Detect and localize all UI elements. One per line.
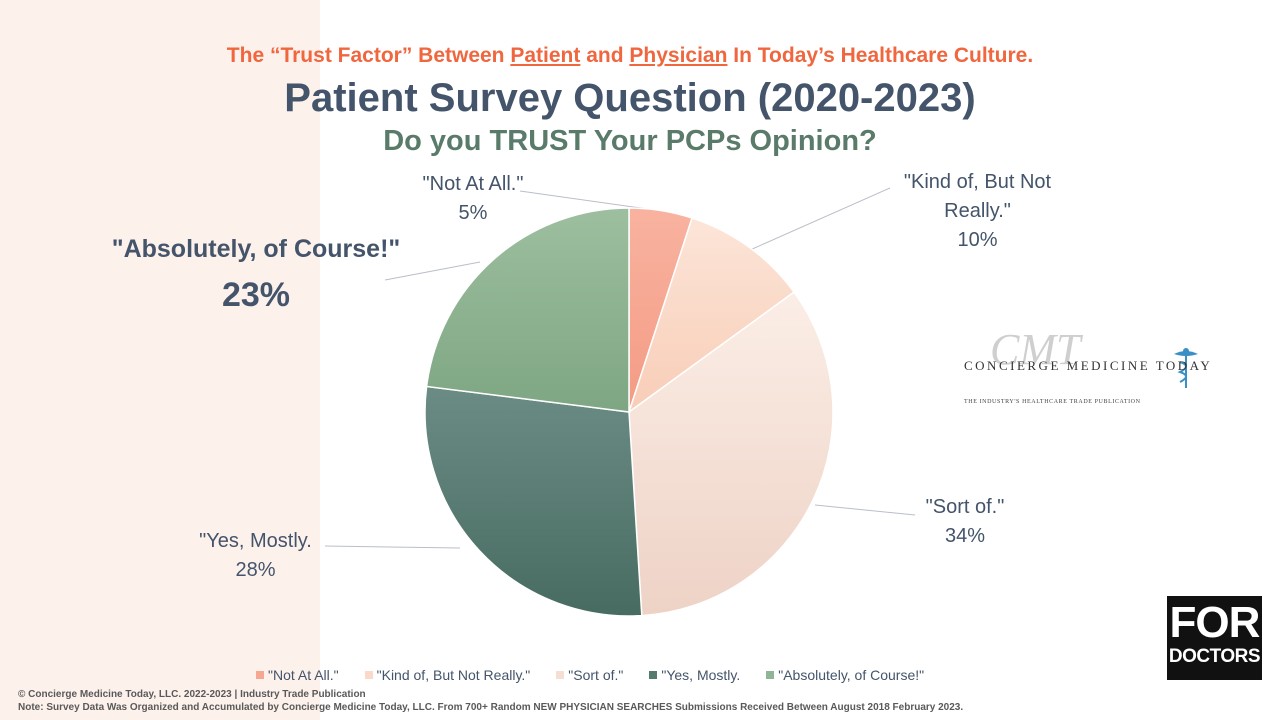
logo-script-mark: CMT — [990, 325, 1081, 374]
logo-name: CONCIERGE MEDICINE TODAY — [964, 358, 1213, 373]
leader-lines — [324, 187, 916, 549]
pie-slices — [424, 207, 834, 617]
legend-item: "Yes, Mostly. — [649, 667, 740, 683]
label-yes-mostly-pct: 28% — [235, 559, 276, 581]
legend-label-kind-of: "Kind of, But Not Really." — [376, 667, 531, 683]
label-kind-of-pct: 10% — [957, 229, 998, 251]
leader-line-sort-of — [814, 504, 916, 516]
label-absolutely: "Absolutely, of Course!" 23% — [96, 226, 416, 318]
chart-subtitle: Do you TRUST Your PCPs Opinion? — [383, 125, 877, 157]
leader-line-yes-mostly — [324, 545, 461, 549]
leader-line-kind-of — [749, 187, 891, 251]
footer-copyright: © Concierge Medicine Today, LLC. 2022-20… — [18, 689, 366, 700]
legend-swatch-yes-mostly — [649, 671, 658, 679]
label-sort-of-name: "Sort of." — [925, 496, 1005, 518]
legend-item: "Absolutely, of Course!" — [766, 667, 924, 683]
label-kind-of: "Kind of, But Not Really." 10% — [870, 168, 1085, 255]
label-absolutely-name: "Absolutely, of Course!" — [111, 235, 401, 263]
label-kind-of-line2: Really." — [944, 200, 1011, 222]
legend-label-sort-of: "Sort of." — [568, 667, 624, 683]
label-absolutely-pct: 23% — [221, 276, 291, 314]
legend-label-yes-mostly: "Yes, Mostly. — [661, 667, 741, 683]
label-not-at-all: "Not At All." 5% — [398, 170, 548, 228]
concierge-medicine-today-logo: CMT CONCIERGE MEDICINE TODAY THE INDUSTR… — [960, 318, 1250, 413]
legend-swatch-not-at-all — [256, 671, 264, 679]
for-doctors-for: FOR — [1169, 598, 1261, 647]
pie-slice-kind-of — [627, 217, 796, 414]
logo-tagline: THE INDUSTRY'S HEALTHCARE TRADE PUBLICAT… — [964, 399, 1141, 405]
pie-slice-sort-of — [628, 291, 834, 617]
for-doctors-logo: FOR DOCTORS — [1167, 596, 1262, 680]
legend-swatch-kind-of — [364, 671, 373, 679]
caduceus-icon — [1174, 348, 1198, 388]
chart-title: Patient Survey Question (2020-2023) — [284, 76, 976, 120]
legend-item: "Kind of, But Not Really." — [364, 667, 531, 683]
label-kind-of-line1: "Kind of, But Not — [903, 171, 1052, 193]
legend-item: "Not At All." — [256, 667, 339, 683]
legend-label-absolutely: "Absolutely, of Course!" — [778, 667, 925, 683]
legend-label-not-at-all: "Not At All." — [268, 667, 339, 683]
leader-line-not-at-all — [519, 190, 656, 211]
label-sort-of-pct: 34% — [944, 525, 986, 547]
for-doctors-doctors: DOCTORS — [1168, 646, 1261, 667]
label-not-at-all-pct: 5% — [458, 202, 488, 224]
pie-slice-absolutely — [425, 207, 630, 413]
label-sort-of: "Sort of." 34% — [895, 493, 1035, 551]
top-title: The “Trust Factor” Between Patient and P… — [226, 44, 1034, 67]
label-yes-mostly-name: "Yes, Mostly. — [199, 530, 312, 552]
left-background-band — [0, 0, 320, 720]
legend-item: "Sort of." — [556, 667, 623, 683]
footer-note: Note: Survey Data Was Organized and Accu… — [18, 702, 964, 713]
pie-slice-yes-mostly — [424, 385, 643, 617]
chart-legend: "Not At All." "Kind of, But Not Really."… — [256, 667, 924, 683]
label-not-at-all-name: "Not At All." — [422, 173, 524, 195]
leader-line-absolutely — [384, 261, 481, 281]
label-yes-mostly: "Yes, Mostly. 28% — [178, 527, 333, 585]
legend-swatch-sort-of — [556, 671, 565, 679]
legend-swatch-absolutely — [766, 671, 775, 679]
